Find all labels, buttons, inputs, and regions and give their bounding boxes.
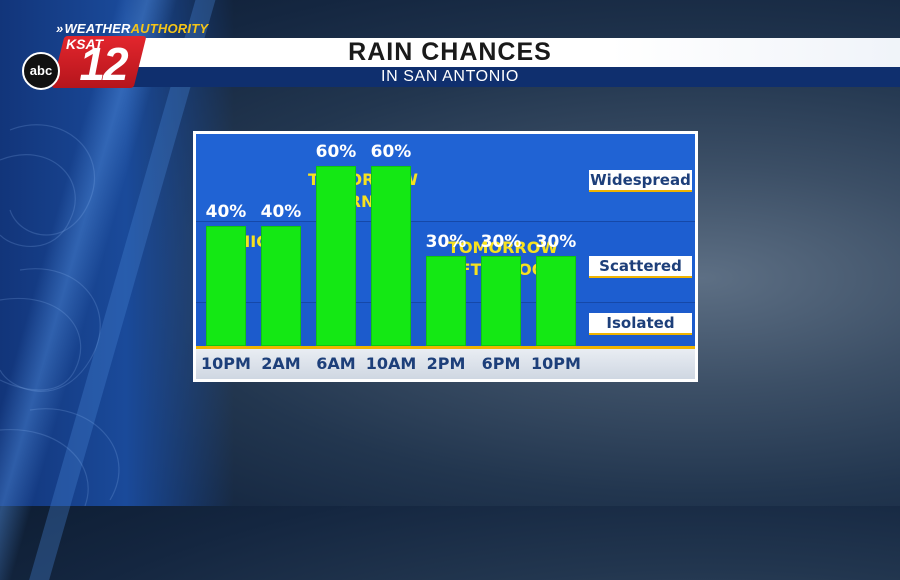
brand-accent: AUTHORITY	[130, 21, 209, 36]
chart-panel: Widespread Scattered Isolated TONIGHT TO…	[193, 131, 698, 382]
bar	[261, 226, 301, 346]
title-bar-fade	[610, 38, 900, 67]
subtitle-bar	[118, 67, 900, 87]
bar	[206, 226, 246, 346]
bar	[371, 166, 411, 346]
page-subtitle: IN SAN ANTONIO	[381, 68, 519, 85]
x-tick-label: 10PM	[531, 354, 581, 373]
data-label: 30%	[480, 232, 522, 252]
x-tick-label: 10PM	[201, 354, 251, 373]
axis-line	[196, 346, 695, 349]
brand-prefix: WEATHER	[64, 21, 131, 36]
data-label: 30%	[535, 232, 577, 252]
x-tick-label: 10AM	[365, 354, 417, 373]
network-logo: abc	[22, 52, 60, 90]
weather-authority-logo: »WEATHERAUTHORITY	[56, 22, 208, 36]
axis-label-strip	[196, 349, 695, 379]
coverage-label-widespread: Widespread	[589, 170, 692, 190]
x-tick-label: 6PM	[481, 354, 521, 373]
chevron-icon: »	[56, 21, 64, 36]
x-tick-label: 6AM	[316, 354, 356, 373]
contour-pattern	[0, 124, 120, 506]
station-name: KSAT	[66, 36, 104, 52]
bar	[316, 166, 356, 346]
page-title: RAIN CHANCES	[348, 38, 552, 66]
bar	[481, 256, 521, 346]
data-label: 30%	[425, 232, 467, 252]
x-tick-label: 2PM	[426, 354, 466, 373]
data-label: 60%	[315, 142, 357, 162]
data-label: 40%	[205, 202, 247, 222]
x-tick-label: 2AM	[261, 354, 301, 373]
bar	[426, 256, 466, 346]
band-divider	[196, 221, 695, 222]
coverage-label-isolated: Isolated	[589, 313, 692, 333]
coverage-label-scattered: Scattered	[589, 256, 692, 276]
data-label: 40%	[260, 202, 302, 222]
bar	[536, 256, 576, 346]
data-label: 60%	[370, 142, 412, 162]
channel-number: 12	[79, 38, 128, 90]
period-label-tomorrow-morning: TOMORROW MORNING	[308, 170, 418, 211]
